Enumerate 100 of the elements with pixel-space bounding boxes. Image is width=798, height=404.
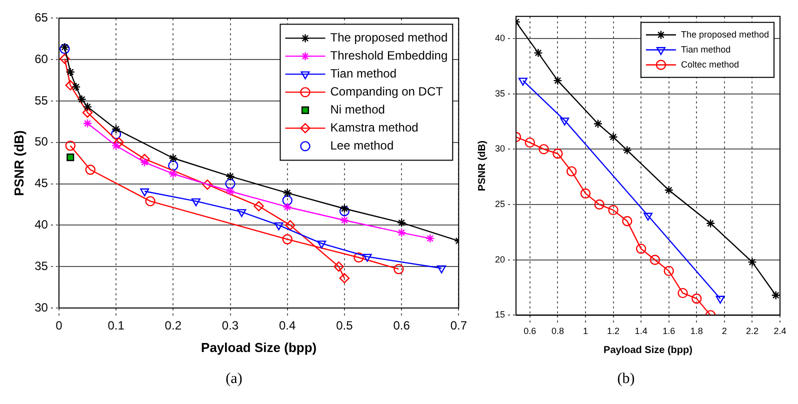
point	[664, 266, 674, 276]
point	[145, 196, 156, 206]
point	[518, 78, 528, 86]
point	[114, 137, 124, 148]
point	[339, 273, 350, 284]
x-tick-label: 0.4	[279, 318, 296, 333]
text: (a)	[226, 370, 242, 387]
y-tick-label: 30	[34, 300, 48, 314]
x-tick-label: 1.6	[662, 326, 676, 336]
point	[77, 94, 86, 104]
point	[664, 186, 674, 195]
point	[622, 216, 632, 226]
point	[140, 158, 150, 167]
y-axis-title: PSNR (dB)	[11, 130, 26, 196]
legend-label: Kamstra method	[330, 120, 418, 135]
y-tick-label: 60	[34, 52, 48, 66]
point	[65, 80, 76, 90]
point	[644, 212, 653, 221]
y-tick-label: 35	[34, 258, 48, 273]
y-tick-label: 50	[34, 134, 48, 149]
point	[274, 222, 284, 230]
x-tick-label: 2.2	[746, 326, 758, 336]
point	[71, 82, 81, 92]
legend-label: Companding on DCT	[330, 84, 444, 99]
x-tick-label: 0.7	[450, 318, 468, 333]
legend-label: The proposed method	[330, 30, 448, 45]
point	[282, 234, 292, 244]
point	[340, 216, 350, 225]
point	[594, 199, 604, 210]
y-tick-label: 30	[494, 144, 506, 154]
x-tick-label: 1.2	[607, 326, 620, 336]
point	[608, 132, 618, 142]
y-tick-label: 40	[494, 33, 506, 44]
point	[85, 164, 96, 175]
y-tick-label: 65	[34, 10, 48, 25]
x-tick-label: 0.5	[336, 318, 354, 333]
point	[65, 140, 76, 151]
x-axis-title: Payload Size (bpp)	[201, 340, 317, 355]
x-tick-label: 1.8	[690, 326, 703, 336]
point	[580, 188, 591, 199]
point	[394, 264, 404, 274]
point	[60, 54, 70, 64]
text: (b)	[617, 370, 635, 387]
point	[552, 148, 563, 159]
y-tick-label: 40	[34, 218, 48, 232]
y-tick-label: 35	[494, 88, 506, 98]
point	[110, 129, 122, 140]
point	[285, 220, 296, 230]
point	[771, 290, 780, 300]
legend-label: Ni method	[330, 102, 385, 117]
x-tick-label: 2.4	[774, 326, 786, 336]
point	[282, 188, 292, 198]
point	[566, 166, 577, 176]
point	[168, 160, 178, 171]
point	[237, 209, 246, 218]
point	[317, 240, 326, 249]
point	[678, 288, 688, 298]
y-tick-label: 15	[494, 310, 506, 320]
point	[716, 296, 725, 304]
point	[362, 254, 372, 262]
point	[226, 172, 235, 181]
point	[437, 265, 446, 274]
point	[168, 154, 178, 163]
legend-label: Threshold Embedding	[330, 48, 448, 63]
point	[339, 206, 350, 216]
legend-label: The proposed method	[680, 29, 770, 40]
point	[111, 141, 121, 150]
point	[82, 107, 93, 118]
point	[650, 254, 660, 265]
point	[524, 137, 536, 148]
x-tick-label: 0	[56, 318, 63, 333]
legend-label: Tian method	[330, 66, 397, 81]
y-tick-label: 20	[494, 254, 506, 264]
point	[538, 144, 549, 154]
x-tick-label: 0.6	[393, 318, 410, 333]
y-axis-title: PSNR (dB)	[476, 140, 488, 192]
point	[593, 119, 603, 128]
point	[334, 262, 344, 272]
point	[748, 257, 757, 267]
point	[168, 169, 178, 178]
x-tick-label: 0.1	[108, 318, 125, 333]
point	[692, 294, 702, 304]
point	[225, 178, 236, 189]
point	[396, 228, 406, 238]
x-tick-label: 0.6	[524, 326, 536, 336]
point	[340, 204, 350, 214]
legend-label: Coltec method	[680, 59, 739, 70]
x-tick-label: 1.4	[634, 326, 648, 336]
legend-label: Lee method	[330, 138, 394, 153]
point	[706, 218, 716, 228]
y-tick-label: 25	[494, 199, 506, 210]
point	[111, 124, 121, 134]
point	[560, 118, 570, 126]
point	[202, 180, 213, 190]
point	[426, 234, 435, 244]
y-tick-label: 45	[34, 176, 48, 190]
point	[534, 48, 543, 58]
point	[396, 218, 406, 228]
point	[622, 146, 632, 155]
y-tick-label: 55	[34, 93, 48, 108]
